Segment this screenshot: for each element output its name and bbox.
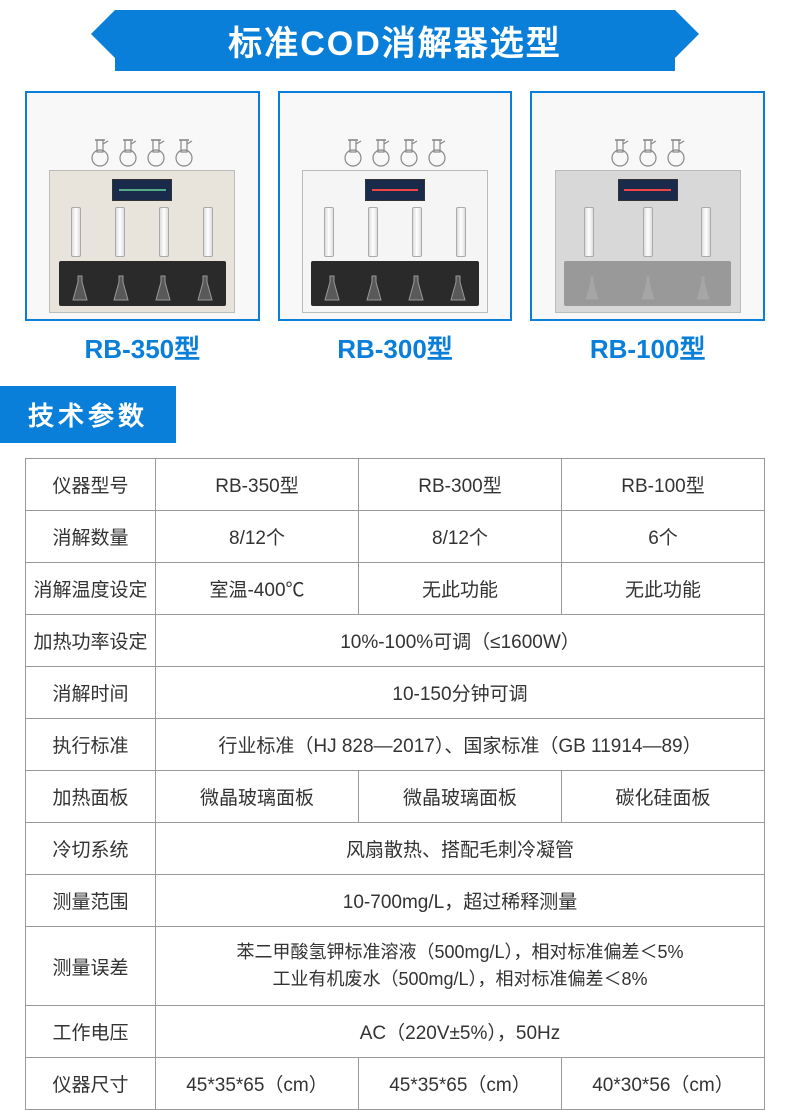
flask-icon [89,138,111,168]
row-label: 消解时间 [26,667,156,719]
flask-icon [637,138,659,168]
tube-icon [368,207,378,257]
spec-table-body: 仪器型号RB-350型RB-300型RB-100型消解数量8/12个8/12个6… [26,459,765,1110]
table-row: 仪器型号RB-350型RB-300型RB-100型 [26,459,765,511]
row-value: 40*30*56（cm） [562,1058,765,1110]
tube-icon [324,207,334,257]
row-label: 加热功率设定 [26,615,156,667]
cone-icon [449,274,467,304]
tube-icon [159,207,169,257]
row-label: 测量范围 [26,875,156,927]
row-label: 消解数量 [26,511,156,563]
row-label: 冷切系统 [26,823,156,875]
flask-icon [370,138,392,168]
cone-icon [71,274,89,304]
row-value: 微晶玻璃面板 [156,771,359,823]
flask-icon [609,138,631,168]
flask-icon [398,138,420,168]
tube-icon [643,207,653,257]
row-label: 仪器型号 [26,459,156,511]
cone-icon [323,274,341,304]
model-label: RB-300型 [278,329,513,366]
row-value: 室温-400℃ [156,563,359,615]
flask-icon [426,138,448,168]
table-row: 冷切系统风扇散热、搭配毛刺冷凝管 [26,823,765,875]
tube-icon [701,207,711,257]
row-value: 45*35*65（cm） [156,1058,359,1110]
tube-icon [203,207,213,257]
cone-icon [154,274,172,304]
row-value: 45*35*65（cm） [359,1058,562,1110]
row-label: 仪器尺寸 [26,1058,156,1110]
title-banner: 标准COD消解器选型 [115,10,675,71]
row-value: AC（220V±5%），50Hz [156,1006,765,1058]
flask-icon [665,138,687,168]
table-row: 执行标准行业标准（HJ 828—2017）、国家标准（GB 11914—89） [26,719,765,771]
cone-icon [639,274,657,304]
tube-icon [412,207,422,257]
product-card [278,91,513,321]
model-label: RB-100型 [530,329,765,366]
table-row: 消解时间10-150分钟可调 [26,667,765,719]
row-value: RB-100型 [562,459,765,511]
row-value: 8/12个 [359,511,562,563]
cone-icon [583,274,601,304]
cone-icon [694,274,712,304]
table-row: 测量范围10-700mg/L，超过稀释测量 [26,875,765,927]
row-value: 行业标准（HJ 828—2017）、国家标准（GB 11914—89） [156,719,765,771]
row-value: 10-700mg/L，超过稀释测量 [156,875,765,927]
row-label: 消解温度设定 [26,563,156,615]
row-value: 10-150分钟可调 [156,667,765,719]
row-value: RB-300型 [359,459,562,511]
table-row: 测量误差苯二甲酸氢钾标准溶液（500mg/L），相对标准偏差＜5%工业有机废水（… [26,927,765,1006]
table-row: 工作电压AC（220V±5%），50Hz [26,1006,765,1058]
row-value: 无此功能 [562,563,765,615]
flask-icon [173,138,195,168]
display-panel [365,179,425,201]
table-row: 消解数量8/12个8/12个6个 [26,511,765,563]
display-panel [618,179,678,201]
cone-icon [196,274,214,304]
tube-icon [115,207,125,257]
page-title: 标准COD消解器选型 [228,25,562,63]
model-label: RB-350型 [25,329,260,366]
row-value: 风扇散热、搭配毛刺冷凝管 [156,823,765,875]
table-row: 加热功率设定10%-100%可调（≤1600W） [26,615,765,667]
row-value: 苯二甲酸氢钾标准溶液（500mg/L），相对标准偏差＜5%工业有机废水（500m… [156,927,765,1006]
table-row: 消解温度设定室温-400℃无此功能无此功能 [26,563,765,615]
spec-table: 仪器型号RB-350型RB-300型RB-100型消解数量8/12个8/12个6… [25,458,765,1110]
row-label: 执行标准 [26,719,156,771]
product-card [25,91,260,321]
model-labels: RB-350型 RB-300型 RB-100型 [0,321,790,381]
row-value: 6个 [562,511,765,563]
flask-icon [117,138,139,168]
row-value: 无此功能 [359,563,562,615]
flask-icon [145,138,167,168]
cone-icon [407,274,425,304]
table-row: 仪器尺寸45*35*65（cm）45*35*65（cm）40*30*56（cm） [26,1058,765,1110]
row-value: 微晶玻璃面板 [359,771,562,823]
tube-icon [71,207,81,257]
row-value: 10%-100%可调（≤1600W） [156,615,765,667]
row-value: 8/12个 [156,511,359,563]
row-label: 工作电压 [26,1006,156,1058]
product-card [530,91,765,321]
tube-icon [584,207,594,257]
cone-icon [365,274,383,304]
tube-icon [456,207,466,257]
section-heading: 技术参数 [0,386,176,443]
flask-icon [342,138,364,168]
cone-icon [112,274,130,304]
display-panel [112,179,172,201]
product-cards [0,91,790,321]
table-row: 加热面板微晶玻璃面板微晶玻璃面板碳化硅面板 [26,771,765,823]
row-label: 加热面板 [26,771,156,823]
row-value: 碳化硅面板 [562,771,765,823]
row-value: RB-350型 [156,459,359,511]
row-label: 测量误差 [26,927,156,1006]
